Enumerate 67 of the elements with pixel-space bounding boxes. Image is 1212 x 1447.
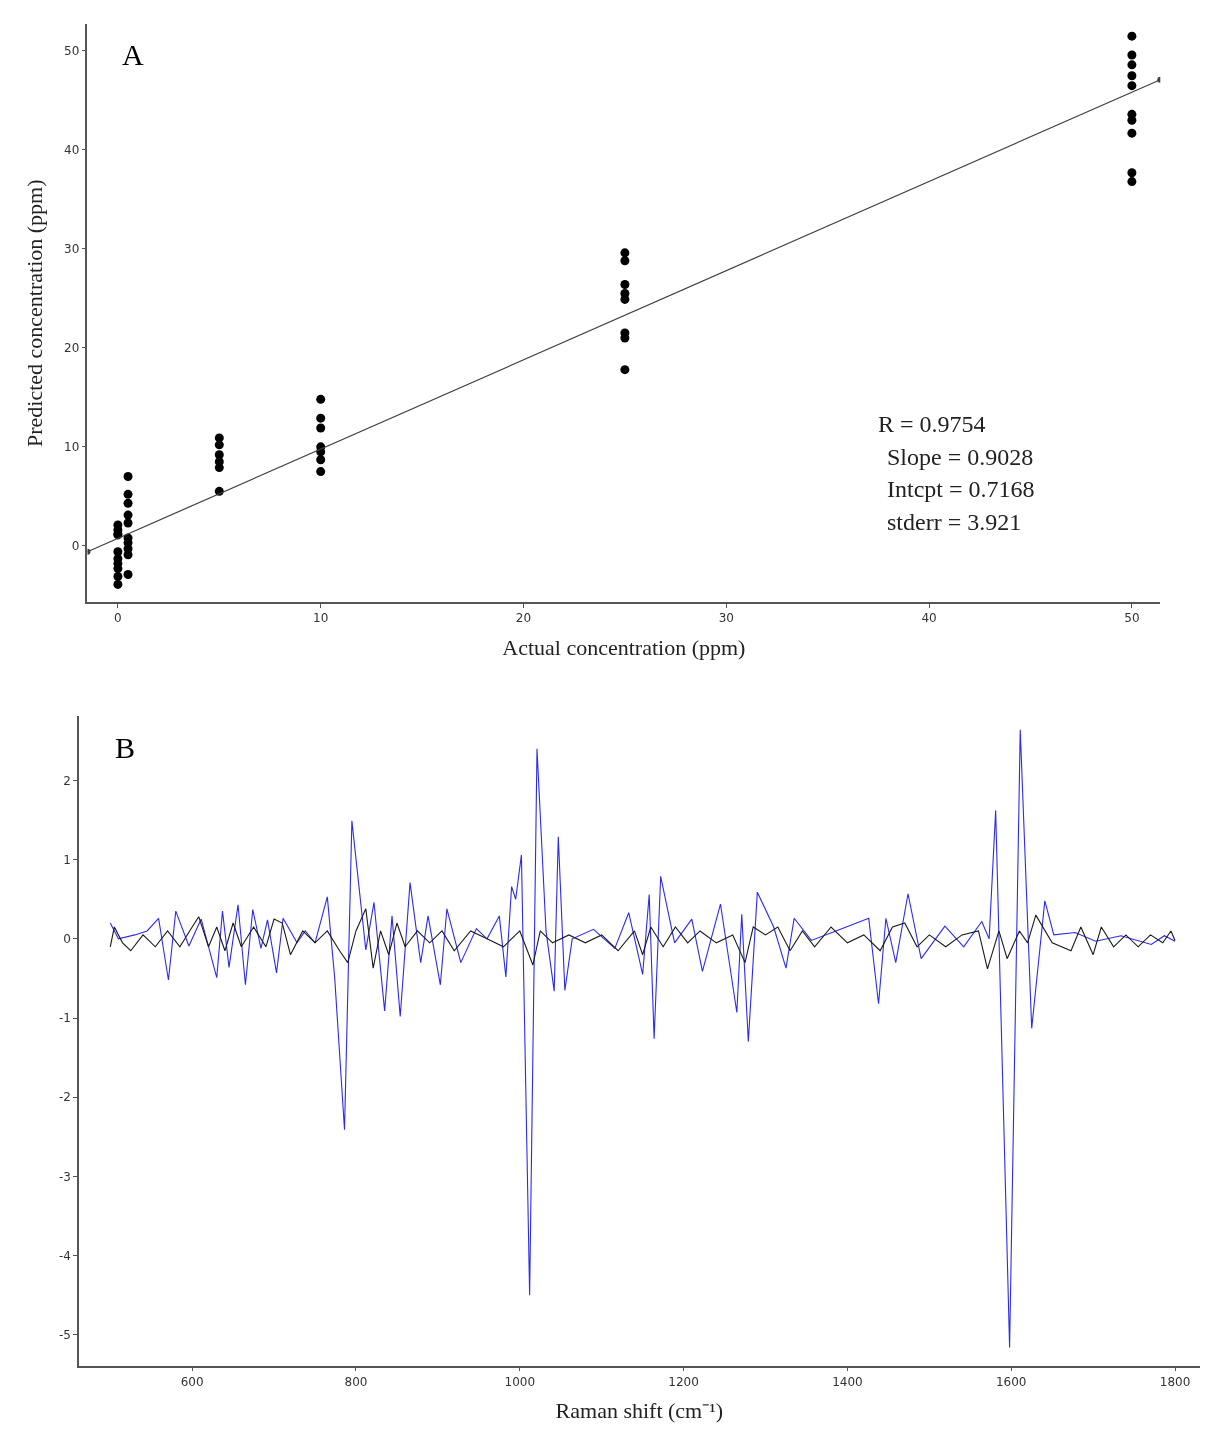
point: [316, 467, 326, 477]
point: [1127, 128, 1137, 138]
y-axis-title: Predicted concentration (ppm): [22, 179, 48, 448]
point: [214, 440, 224, 450]
y-tick-label: 40: [64, 143, 80, 158]
x-tick-label: 0: [114, 611, 122, 626]
x-tick-label: 10: [313, 611, 329, 626]
point: [123, 570, 133, 579]
annotation: A: [122, 38, 144, 71]
point: [316, 413, 326, 423]
annotation: Slope = 0.9028: [887, 444, 1034, 470]
y-tick-label: 2: [63, 773, 71, 788]
x-tick-label: 1400: [832, 1374, 863, 1389]
point: [1127, 60, 1137, 70]
y-tick-label: -5: [59, 1327, 71, 1342]
x-tick-label: 50: [1124, 611, 1140, 626]
point: [123, 498, 133, 508]
x-axis-title: Raman shift (cm⁻¹): [555, 1398, 724, 1424]
annotation: B: [115, 731, 136, 764]
point: [1127, 81, 1137, 91]
point: [113, 579, 123, 589]
y-tick-label: -4: [59, 1248, 71, 1263]
point: [620, 365, 630, 375]
x-axis-title: Actual concentration (ppm): [502, 634, 746, 660]
y-tick-label: 20: [64, 341, 80, 356]
point: [113, 571, 123, 581]
line-series: [109, 729, 1176, 1348]
x-tick-label: 600: [180, 1374, 204, 1389]
y-tick-label: 0: [71, 539, 80, 553]
y-tick-label: 1: [63, 852, 71, 867]
point: [123, 518, 133, 528]
x-tick-label: 1600: [995, 1374, 1027, 1389]
point: [1127, 177, 1137, 187]
x-tick-label: 800: [344, 1374, 368, 1389]
x-tick-label: 20: [515, 611, 532, 626]
x-tick-label: 1000: [504, 1374, 536, 1389]
x-tick-label: 1800: [1159, 1374, 1191, 1389]
line-series: [109, 908, 1176, 970]
point: [316, 423, 326, 433]
y-tick-label: -1: [59, 1011, 71, 1026]
point: [620, 248, 630, 258]
y-tick-label: -2: [59, 1090, 71, 1105]
point: [620, 280, 630, 290]
y-tick-label: 10: [64, 440, 80, 455]
point: [1127, 71, 1137, 81]
y-tick-label: 50: [64, 44, 80, 59]
annotation: Intcpt = 0.7168: [887, 476, 1035, 502]
y-tick-label: 30: [64, 242, 80, 257]
annotation: R = 0.9754: [878, 411, 986, 437]
point: [316, 455, 326, 465]
point: [316, 394, 326, 404]
point: [123, 550, 133, 560]
annotation: stderr = 3.921: [887, 509, 1022, 535]
point: [214, 463, 224, 473]
point: [123, 472, 133, 482]
x-tick-label: 40: [921, 611, 937, 626]
x-tick-label: 1200: [668, 1374, 699, 1389]
point: [123, 510, 133, 520]
x-tick-label: 30: [718, 611, 734, 626]
point: [113, 564, 123, 574]
point: [1127, 31, 1137, 41]
y-tick-label: 0: [63, 932, 71, 947]
point: [1127, 168, 1137, 178]
y-tick-label: -3: [59, 1169, 71, 1184]
point: [620, 256, 630, 266]
point: [123, 489, 133, 499]
point: [1127, 50, 1137, 60]
